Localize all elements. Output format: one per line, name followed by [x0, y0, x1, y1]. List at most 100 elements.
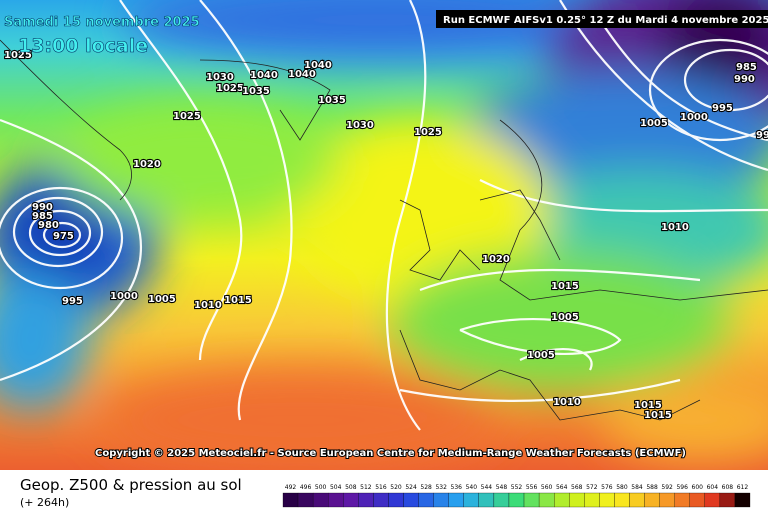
- forecast-time: 13:00 locale: [18, 35, 148, 57]
- isobar-label: 990: [734, 74, 755, 85]
- legend-swatch: [282, 492, 299, 508]
- isobar-label: 980: [38, 220, 59, 231]
- footer-title: Geop. Z500 & pression au sol: [20, 476, 242, 494]
- legend-swatch: [312, 492, 329, 508]
- isobar-label: 1030: [346, 120, 374, 131]
- legend-swatch: [689, 492, 705, 508]
- isobar-label: 1015: [634, 400, 662, 411]
- legend-label: 608: [722, 484, 734, 491]
- run-box: [436, 10, 768, 28]
- legend-swatch: [629, 492, 645, 508]
- legend-label: 500: [315, 484, 327, 491]
- isobar-label: 1025: [173, 111, 201, 122]
- isobar-label: 985: [736, 62, 757, 73]
- isobar-label: 1035: [318, 95, 346, 106]
- legend-swatch: [463, 492, 479, 508]
- legend-swatch: [599, 492, 615, 508]
- isobar-label: 975: [53, 231, 74, 242]
- isobar-label: 1040: [250, 70, 278, 81]
- legend-swatch: [614, 492, 630, 508]
- field: [0, 0, 768, 470]
- legend-swatch: [493, 492, 510, 508]
- legend-label: 520: [390, 484, 402, 491]
- legend-label: 576: [601, 484, 613, 491]
- forecast-date: Samedi 15 novembre 2025: [4, 15, 200, 30]
- legend-label: 584: [631, 484, 643, 491]
- legend-label: 560: [541, 484, 553, 491]
- legend-label: 572: [586, 484, 598, 491]
- footer-subtitle: (+ 264h): [20, 496, 69, 509]
- legend-swatch: [644, 492, 660, 508]
- legend-swatch: [569, 492, 585, 508]
- isobar-label: 1015: [224, 295, 252, 306]
- legend-swatch: [523, 492, 540, 508]
- isobar-label: 1010: [194, 300, 222, 311]
- legend-swatch: [538, 492, 555, 508]
- isobar-label: 1010: [661, 222, 689, 233]
- legend-label: 596: [676, 484, 688, 491]
- legend-label: 580: [616, 484, 628, 491]
- isobar-label: 1005: [148, 294, 176, 305]
- legend-label: 528: [420, 484, 432, 491]
- legend-label: 512: [360, 484, 372, 491]
- legend-label: 600: [692, 484, 704, 491]
- isobar-label: 1020: [482, 254, 510, 265]
- isobar-label: 1025: [216, 83, 244, 94]
- legend-swatch: [508, 492, 525, 508]
- legend-label: 612: [737, 484, 749, 491]
- legend-swatch: [403, 492, 419, 508]
- legend-label: 536: [451, 484, 463, 491]
- legend-label: 524: [405, 484, 417, 491]
- legend-swatch: [659, 492, 675, 508]
- isobar-label: 985: [32, 211, 53, 222]
- isobar-label: 1015: [551, 281, 579, 292]
- isobar-label: 1005: [640, 118, 668, 129]
- legend-label: 564: [556, 484, 568, 491]
- legend-label: 568: [571, 484, 583, 491]
- legend-label: 532: [435, 484, 447, 491]
- legend-swatch: [388, 492, 404, 508]
- legend-label: 492: [285, 484, 297, 491]
- legend-swatch: [358, 492, 374, 508]
- legend-swatch: [719, 492, 736, 508]
- legend-swatch: [448, 492, 464, 508]
- isobar-label: 1025: [4, 50, 32, 61]
- isobar-label: 995: [712, 103, 733, 114]
- color-legend: 492 496 500 504 508 512 516 520 524 528 532 536 540 5…: [282, 484, 751, 508]
- legend-label: 508: [345, 484, 357, 491]
- isobar-label: 1025: [414, 127, 442, 138]
- legend-label: 516: [375, 484, 387, 491]
- legend-swatch: [373, 492, 389, 508]
- isobar-label: 1005: [551, 312, 579, 323]
- isobar-label: 1010: [553, 397, 581, 408]
- legend-label: 548: [496, 484, 508, 491]
- legend-swatch: [584, 492, 600, 508]
- isobar-label: 990: [32, 202, 53, 213]
- legend-swatch: [297, 492, 314, 508]
- legend-swatch: [328, 492, 344, 508]
- legend-swatch: [704, 492, 721, 508]
- legend-swatch: [343, 492, 359, 508]
- legend-swatch: [433, 492, 449, 508]
- legend-label: 592: [661, 484, 673, 491]
- legend-label: 588: [646, 484, 658, 491]
- legend-swatch: [674, 492, 690, 508]
- legend-swatch: [478, 492, 495, 508]
- isobar-label: 1005: [527, 350, 555, 361]
- isobar-label: 1000: [680, 112, 708, 123]
- legend-label: 540: [466, 484, 478, 491]
- legend-label: 504: [330, 484, 342, 491]
- isobar-label: 1035: [242, 86, 270, 97]
- isobar-label: 99: [756, 130, 768, 141]
- legend-label: 556: [526, 484, 538, 491]
- isobar-label: 1030: [206, 72, 234, 83]
- isobar-label: 995: [62, 296, 83, 307]
- isobar-label: 1020: [133, 159, 161, 170]
- run-info: Run ECMWF AIFSv1 0.25° 12 Z du Mardi 4 n…: [443, 15, 768, 26]
- legend-swatch: [418, 492, 434, 508]
- legend-label: 496: [300, 484, 312, 491]
- legend-label: 552: [511, 484, 523, 491]
- legend-swatch: [554, 492, 570, 508]
